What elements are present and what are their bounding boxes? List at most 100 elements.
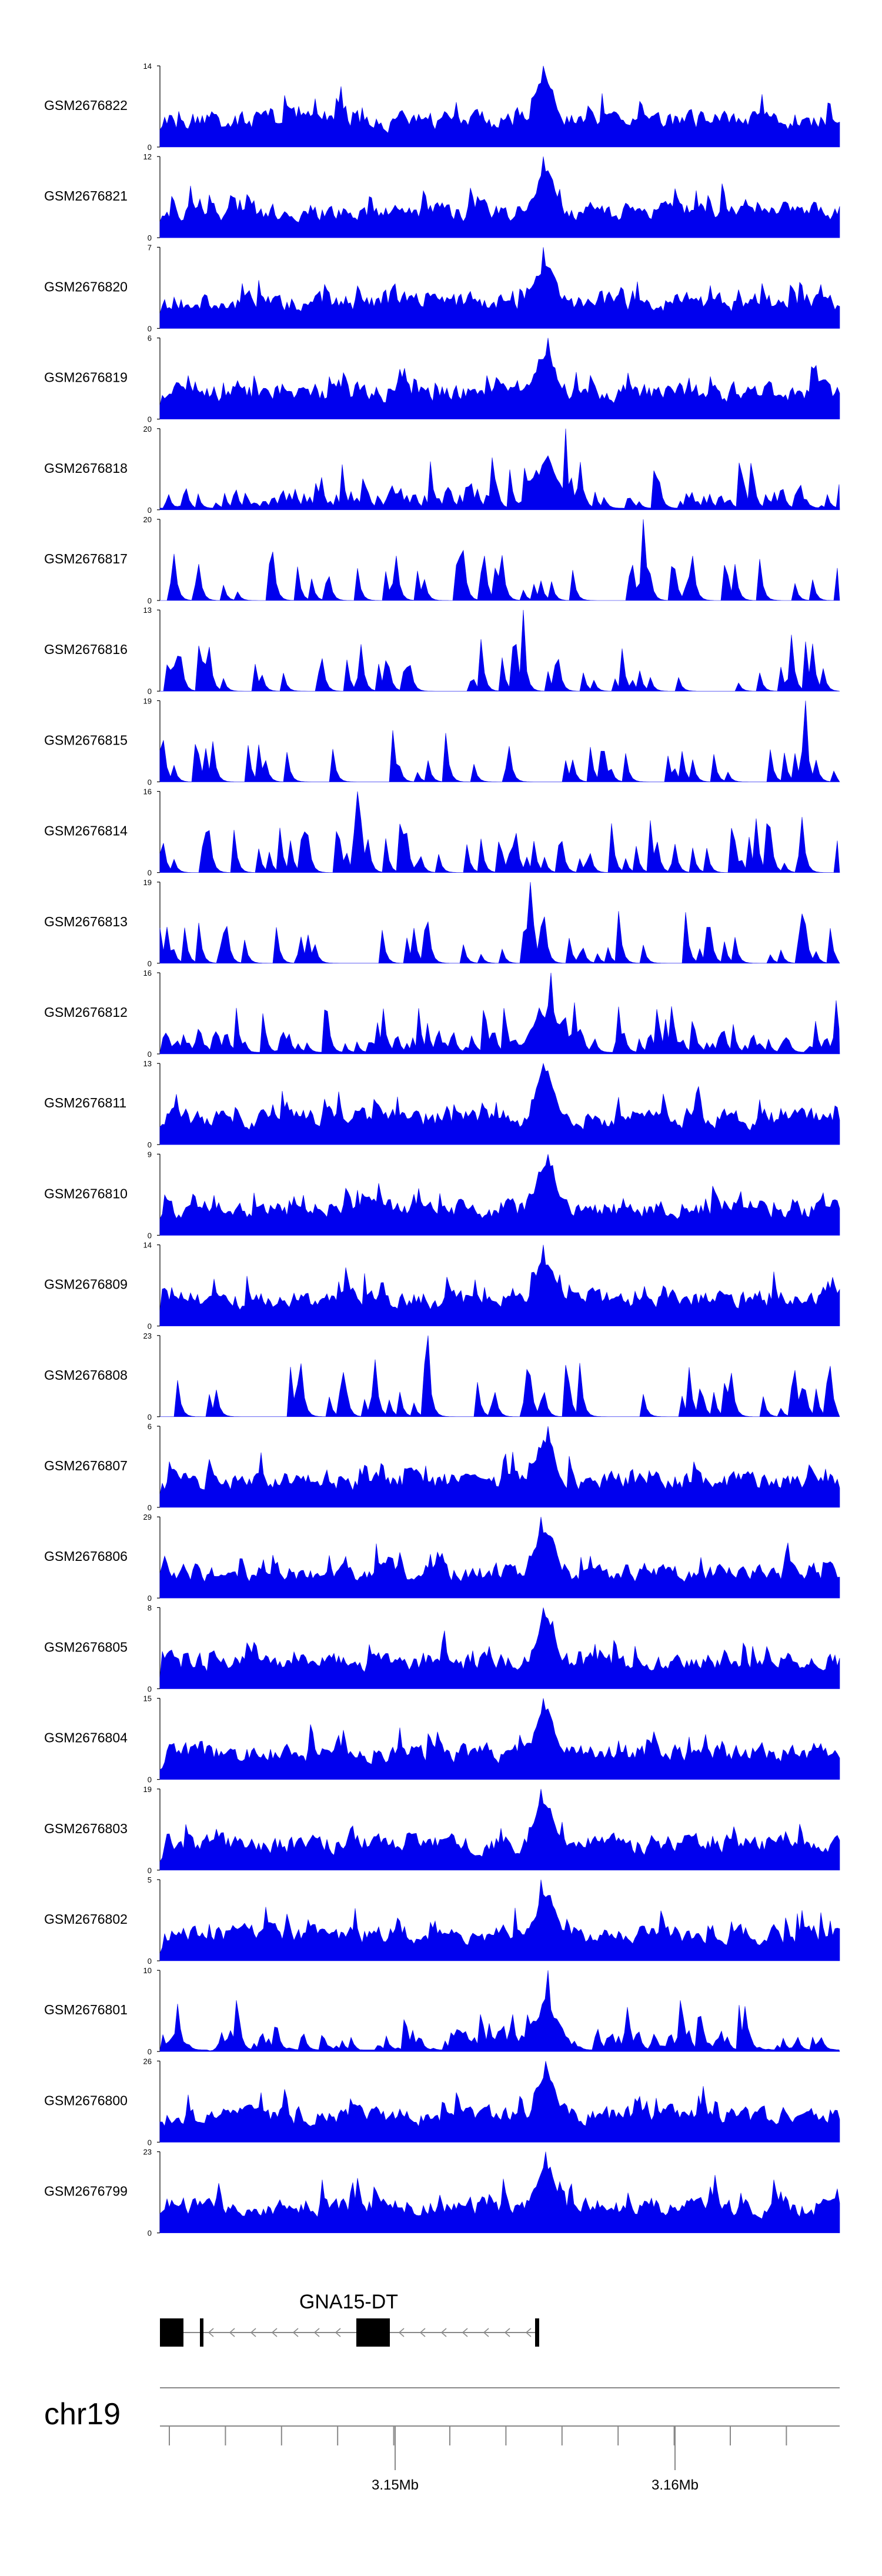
track-label: GSM2676810 (44, 1186, 128, 1201)
y-max-label: 20 (143, 515, 152, 524)
gene-name-label: GNA15-DT (299, 2291, 398, 2313)
track-GSM2676811: GSM2676811 13 0 (44, 1059, 840, 1149)
chromosome-label: chr19 (44, 2397, 121, 2431)
y-min-label: 0 (148, 687, 152, 696)
y-min-label: 0 (148, 1594, 152, 1603)
y-min-label: 0 (148, 869, 152, 877)
y-max-label: 9 (148, 1150, 152, 1159)
y-min-label: 0 (148, 1776, 152, 1784)
strand-arrow (292, 2328, 299, 2337)
signal-area (159, 1154, 840, 1236)
exon (535, 2318, 539, 2347)
track-GSM2676800: GSM2676800 26 0 (44, 2057, 840, 2147)
strand-arrow (271, 2328, 278, 2337)
y-min-label: 0 (148, 1503, 152, 1512)
strand-arrow (398, 2328, 405, 2337)
y-max-label: 10 (143, 1966, 152, 1975)
y-min-label: 0 (148, 1231, 152, 1240)
y-min-label: 0 (148, 2138, 152, 2147)
signal-area (159, 1063, 840, 1145)
signal-area (159, 1244, 840, 1326)
track-label: GSM2676807 (44, 1458, 128, 1473)
track-label: GSM2676808 (44, 1367, 128, 1383)
track-label: GSM2676804 (44, 1730, 128, 1746)
track-label: GSM2676820 (44, 279, 128, 294)
y-max-label: 19 (143, 1785, 152, 1794)
signal-area (159, 1879, 840, 1961)
signal-area (159, 1607, 840, 1689)
signal-area (159, 247, 840, 329)
track-GSM2676804: GSM2676804 15 0 (44, 1694, 840, 1784)
track-label: GSM2676801 (44, 2002, 128, 2017)
track-GSM2676812: GSM2676812 16 0 (44, 969, 840, 1059)
signal-area (159, 1788, 840, 1871)
y-min-label: 0 (148, 1413, 152, 1422)
track-GSM2676799: GSM2676799 23 0 (44, 2148, 840, 2238)
track-GSM2676820: GSM2676820 7 0 (44, 243, 840, 333)
signal-area (159, 1426, 840, 1508)
y-min-label: 0 (148, 596, 152, 605)
y-max-label: 7 (148, 243, 152, 252)
y-max-label: 13 (143, 606, 152, 615)
track-GSM2676801: GSM2676801 10 0 (44, 1966, 840, 2056)
track-GSM2676817: GSM2676817 20 0 (44, 515, 840, 605)
y-max-label: 6 (148, 1422, 152, 1431)
genome-axis: chr19 3.15Mb 3.16Mb (44, 2387, 840, 2493)
track-label: GSM2676814 (44, 823, 128, 839)
strand-arrow (504, 2328, 510, 2337)
track-label: GSM2676809 (44, 1277, 128, 1292)
track-label: GSM2676799 (44, 2184, 128, 2199)
strand-arrow (208, 2328, 214, 2337)
y-max-label: 19 (143, 878, 152, 887)
track-label: GSM2676821 (44, 188, 128, 203)
strand-arrow (462, 2328, 468, 2337)
track-GSM2676815: GSM2676815 19 0 (44, 696, 840, 786)
signal-area (159, 156, 840, 238)
y-min-label: 0 (148, 1322, 152, 1331)
strand-arrow (313, 2328, 320, 2337)
y-max-label: 23 (143, 1332, 152, 1340)
strand-arrow (419, 2328, 426, 2337)
signal-area (159, 428, 840, 510)
track-label: GSM2676802 (44, 1911, 128, 1927)
exon (356, 2318, 390, 2347)
y-min-label: 0 (148, 778, 152, 786)
track-GSM2676810: GSM2676810 9 0 (44, 1150, 840, 1240)
strand-arrow (335, 2328, 341, 2337)
track-GSM2676808: GSM2676808 23 0 (44, 1332, 840, 1422)
track-GSM2676819: GSM2676819 6 0 (44, 334, 840, 424)
track-label: GSM2676819 (44, 370, 128, 385)
exon (160, 2318, 183, 2347)
track-label: GSM2676816 (44, 642, 128, 657)
y-max-label: 5 (148, 1876, 152, 1884)
signal-area (159, 791, 840, 873)
y-min-label: 0 (148, 324, 152, 333)
y-max-label: 14 (143, 1241, 152, 1250)
track-label: GSM2676817 (44, 551, 128, 566)
gene-model (160, 2318, 539, 2347)
strand-arrow (250, 2328, 256, 2337)
track-GSM2676814: GSM2676814 16 0 (44, 788, 840, 877)
y-max-label: 20 (143, 425, 152, 433)
y-min-label: 0 (148, 143, 152, 152)
y-min-label: 0 (148, 1957, 152, 1966)
signal-area (159, 65, 840, 148)
signal-area (160, 610, 840, 692)
signal-area (159, 338, 840, 419)
track-label: GSM2676813 (44, 914, 128, 929)
y-max-label: 26 (143, 2057, 152, 2066)
y-min-label: 0 (148, 2047, 152, 2056)
signal-area (159, 2061, 840, 2143)
track-GSM2676806: GSM2676806 29 0 (44, 1513, 840, 1603)
axis-lines (160, 2387, 840, 2470)
signal-area (159, 700, 840, 782)
y-min-label: 0 (148, 1866, 152, 1875)
track-label: GSM2676803 (44, 1821, 128, 1836)
axis-tick-label-3.16Mb: 3.16Mb (652, 2477, 699, 2493)
signal-area (160, 1335, 840, 1417)
track-label: GSM2676811 (44, 1095, 126, 1110)
y-max-label: 6 (148, 334, 152, 343)
track-label: GSM2676818 (44, 461, 128, 476)
track-GSM2676822: GSM2676822 14 0 (44, 62, 840, 152)
